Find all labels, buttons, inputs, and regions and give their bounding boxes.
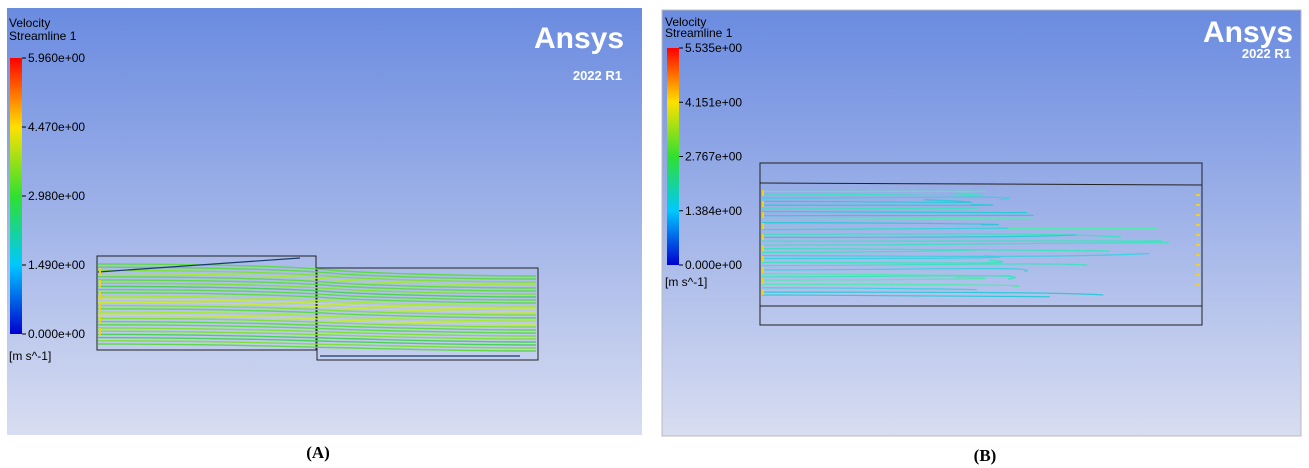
streamline bbox=[761, 217, 1034, 221]
colorbar-label: 4.470e+00 bbox=[28, 120, 85, 134]
streamline bbox=[97, 292, 537, 304]
legend-title: Velocity bbox=[665, 15, 706, 29]
colorbar-label: 1.384e+00 bbox=[685, 204, 742, 218]
legend-unit: [m s^-1] bbox=[665, 275, 707, 289]
panel: Velocity Streamline 1 [m s^-1] Ansys 202… bbox=[661, 9, 1302, 465]
streamline bbox=[761, 190, 987, 193]
streamlines bbox=[97, 257, 537, 357]
colorbar bbox=[10, 58, 22, 334]
domain-edge bbox=[759, 182, 1203, 186]
streamlines bbox=[761, 190, 1200, 298]
streamline bbox=[761, 207, 979, 210]
panel-label: (A) bbox=[306, 443, 330, 462]
logo: Ansys bbox=[1203, 16, 1293, 49]
streamline bbox=[97, 324, 537, 334]
streamline bbox=[97, 272, 537, 286]
streamline bbox=[97, 285, 537, 298]
streamline bbox=[761, 276, 986, 281]
panel-label: (B) bbox=[974, 446, 997, 465]
streamline bbox=[761, 255, 1001, 260]
streamline bbox=[97, 282, 537, 295]
streamline bbox=[761, 267, 1028, 273]
streamline bbox=[97, 288, 537, 301]
streamline bbox=[97, 266, 537, 280]
streamline bbox=[97, 298, 537, 310]
streamline bbox=[761, 199, 972, 204]
colorbar-label: 0.000e+00 bbox=[685, 258, 742, 272]
streamline bbox=[97, 276, 537, 289]
streamline bbox=[761, 227, 1009, 231]
colorbar-label: 4.151e+00 bbox=[685, 95, 742, 109]
legend-subtitle: Streamline 1 bbox=[9, 29, 77, 43]
streamline bbox=[97, 317, 537, 328]
streamline bbox=[761, 196, 1010, 201]
legend-unit: [m s^-1] bbox=[9, 349, 51, 363]
logo: Ansys bbox=[534, 22, 624, 55]
viewport bbox=[661, 9, 1302, 437]
streamline bbox=[761, 252, 1150, 257]
streamline bbox=[97, 314, 537, 325]
streamline bbox=[97, 343, 537, 352]
colorbar-label: 1.490e+00 bbox=[28, 258, 85, 272]
streamline bbox=[761, 203, 994, 206]
streamline bbox=[97, 320, 537, 331]
colorbar-label: 5.535e+00 bbox=[685, 41, 742, 55]
streamline bbox=[97, 295, 537, 307]
panel: Velocity Streamline 1 [m s^-1] Ansys 202… bbox=[7, 8, 642, 462]
streamline bbox=[97, 279, 537, 292]
legend-subtitle: Streamline 1 bbox=[665, 26, 733, 40]
legend-title: Velocity bbox=[9, 16, 50, 30]
streamline bbox=[97, 301, 537, 313]
streamline bbox=[761, 193, 984, 197]
streamline bbox=[97, 311, 537, 322]
domain-outline bbox=[316, 267, 539, 361]
version: 2022 R1 bbox=[1242, 46, 1291, 61]
version: 2022 R1 bbox=[573, 68, 622, 83]
streamline bbox=[97, 340, 537, 349]
streamline bbox=[761, 263, 1088, 267]
streamline bbox=[761, 241, 1169, 246]
streamline bbox=[97, 269, 537, 283]
colorbar-label: 0.000e+00 bbox=[28, 327, 85, 341]
streamline bbox=[761, 221, 999, 226]
streamline bbox=[97, 308, 537, 319]
streamline bbox=[761, 234, 1076, 238]
streamline bbox=[761, 211, 1028, 214]
streamline bbox=[761, 294, 1050, 298]
streamline bbox=[97, 336, 537, 346]
colorbar-label: 2.767e+00 bbox=[685, 150, 742, 164]
streamline bbox=[761, 291, 1104, 296]
streamline bbox=[761, 287, 977, 291]
streamline bbox=[97, 330, 537, 340]
streamline bbox=[97, 327, 537, 337]
streamline bbox=[97, 304, 537, 316]
streamline bbox=[761, 259, 1004, 264]
streamline bbox=[97, 257, 301, 273]
domain-outline bbox=[759, 162, 1203, 326]
streamline bbox=[761, 283, 1020, 288]
colorbar-label: 5.960e+00 bbox=[28, 51, 85, 65]
viewport bbox=[7, 8, 642, 435]
streamline bbox=[97, 333, 537, 343]
colorbar-label: 2.980e+00 bbox=[28, 189, 85, 203]
streamline bbox=[761, 275, 1016, 280]
colorbar bbox=[667, 48, 679, 265]
streamline bbox=[761, 233, 1122, 238]
streamline bbox=[761, 249, 984, 254]
